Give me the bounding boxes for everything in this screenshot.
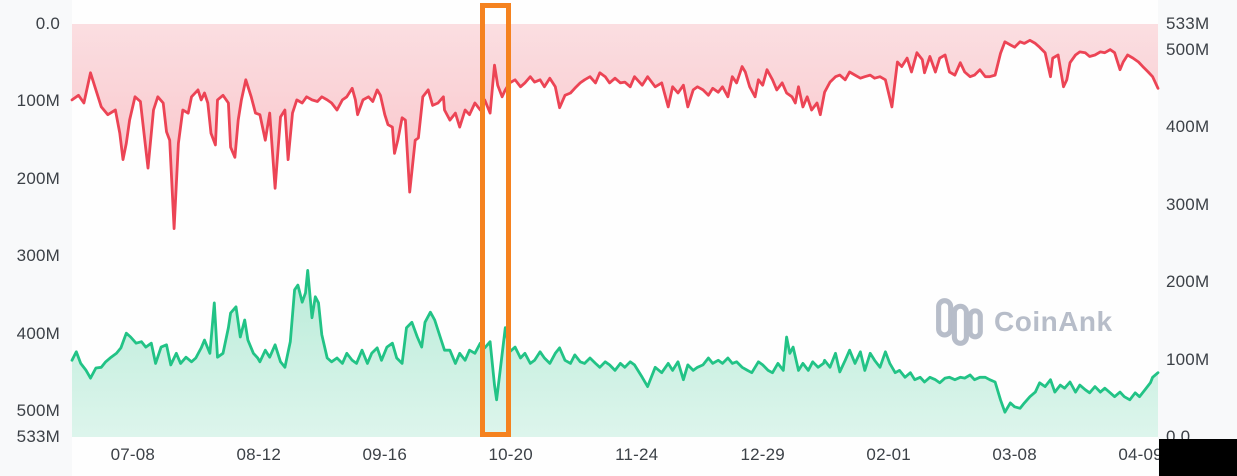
- y-axis-left-label: 400M: [16, 323, 60, 343]
- y-axis-right-label: 500M: [1166, 39, 1210, 59]
- watermark: CoinAnk: [934, 297, 1113, 347]
- x-axis-tick-label: 07-08: [110, 445, 156, 464]
- y-axis-left-label: 100M: [16, 91, 60, 111]
- y-axis-left-label: 500M: [16, 401, 60, 421]
- y-axis-right-label: 533M: [1166, 14, 1210, 33]
- redaction-box: [1159, 439, 1237, 476]
- x-axis-tick-label: 10-20: [488, 445, 533, 464]
- x-axis-tick-label: 04-09: [1118, 445, 1163, 464]
- watermark-text: CoinAnk: [994, 306, 1113, 337]
- green-series-area: [72, 270, 1158, 437]
- y-axis-right-label: 200M: [1166, 272, 1210, 292]
- red-series-area: [72, 24, 1158, 229]
- y-axis-left-label: 0.0: [35, 14, 60, 33]
- x-axis-tick-label: 09-16: [362, 445, 407, 464]
- green-series-line: [70, 269, 1160, 414]
- y-axis-left-label: 533M: [16, 427, 60, 446]
- coinank-logo-icon: [936, 298, 983, 346]
- x-axis-tick-label: 02-01: [866, 445, 911, 464]
- x-axis-tick-label: 11-24: [615, 445, 659, 464]
- y-axis-left-label: 200M: [16, 168, 60, 188]
- x-axis-tick-label: 08-12: [236, 445, 282, 464]
- y-axis-left-label: 300M: [16, 246, 60, 266]
- x-axis-tick-label: 03-08: [992, 445, 1037, 464]
- y-axis-right-label: 100M: [1166, 349, 1210, 369]
- y-axis-right-label: 300M: [1166, 194, 1210, 214]
- y-axis-right-label: 400M: [1166, 117, 1210, 137]
- x-axis-tick-label: 12-29: [740, 445, 785, 464]
- red-series-line: [70, 38, 1160, 230]
- highlight-box: [480, 3, 511, 437]
